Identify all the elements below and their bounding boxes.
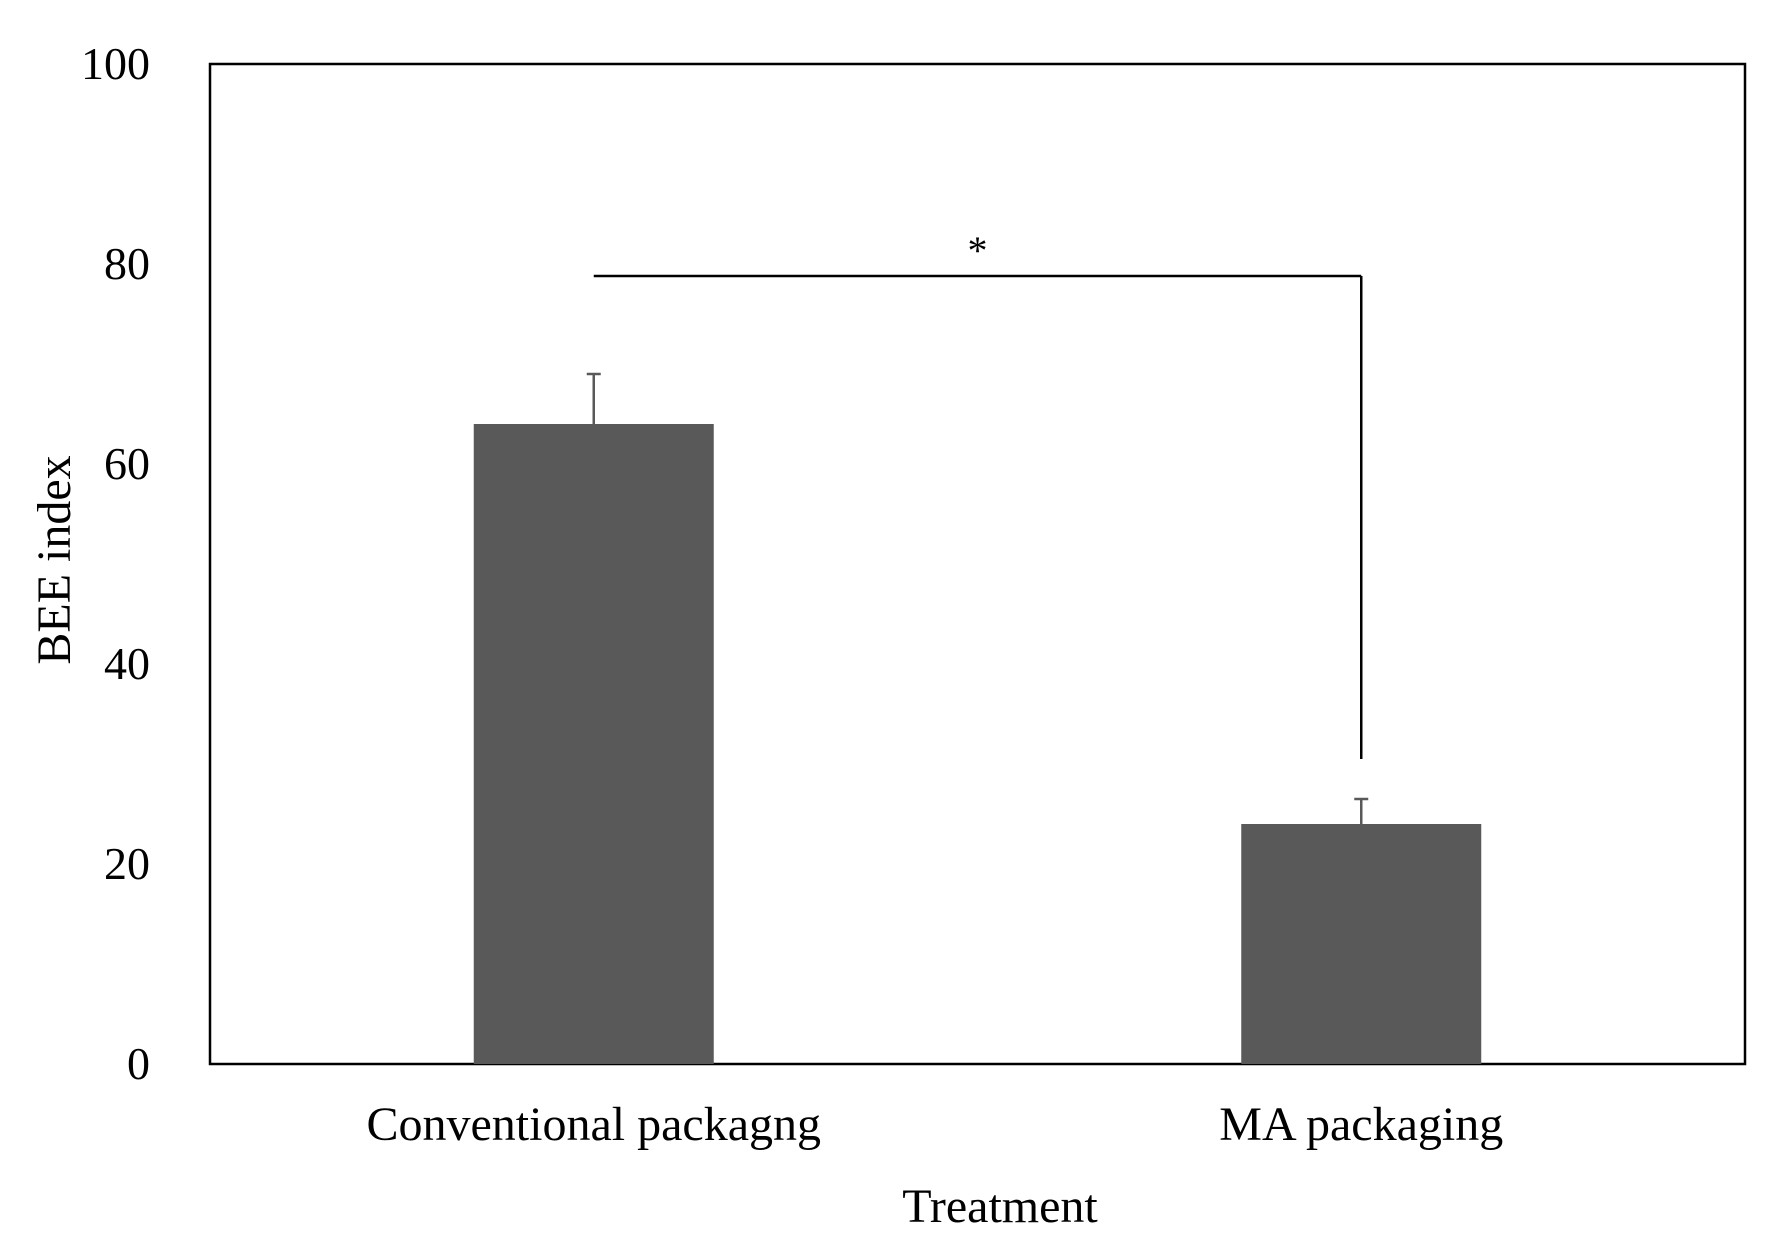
- y-tick-label: 60: [104, 438, 150, 489]
- y-tick-label: 0: [127, 1038, 150, 1089]
- plot-frame: [208, 62, 1747, 1066]
- bar: [1241, 824, 1482, 1064]
- y-tick-label: 80: [104, 238, 150, 289]
- bars-group: [473, 424, 1482, 1064]
- x-category-label: Conventional packagng: [366, 1098, 821, 1151]
- significance-label: *: [968, 228, 988, 273]
- error-bars-group: [586, 372, 1369, 824]
- significance-annotation: *: [593, 228, 1363, 759]
- x-axis-categories: Conventional packagng MA packaging: [366, 1098, 1503, 1151]
- y-tick-label: 40: [104, 638, 150, 689]
- bar: [473, 424, 714, 1064]
- x-category-label: MA packaging: [1219, 1098, 1503, 1151]
- x-axis-title: Treatment: [902, 1180, 1098, 1233]
- y-tick-label: 100: [81, 38, 150, 89]
- y-tick-label: 20: [104, 838, 150, 889]
- y-axis-ticks: 0 20 40 60 80 100: [81, 38, 150, 1089]
- y-axis-title: BEE index: [28, 455, 81, 664]
